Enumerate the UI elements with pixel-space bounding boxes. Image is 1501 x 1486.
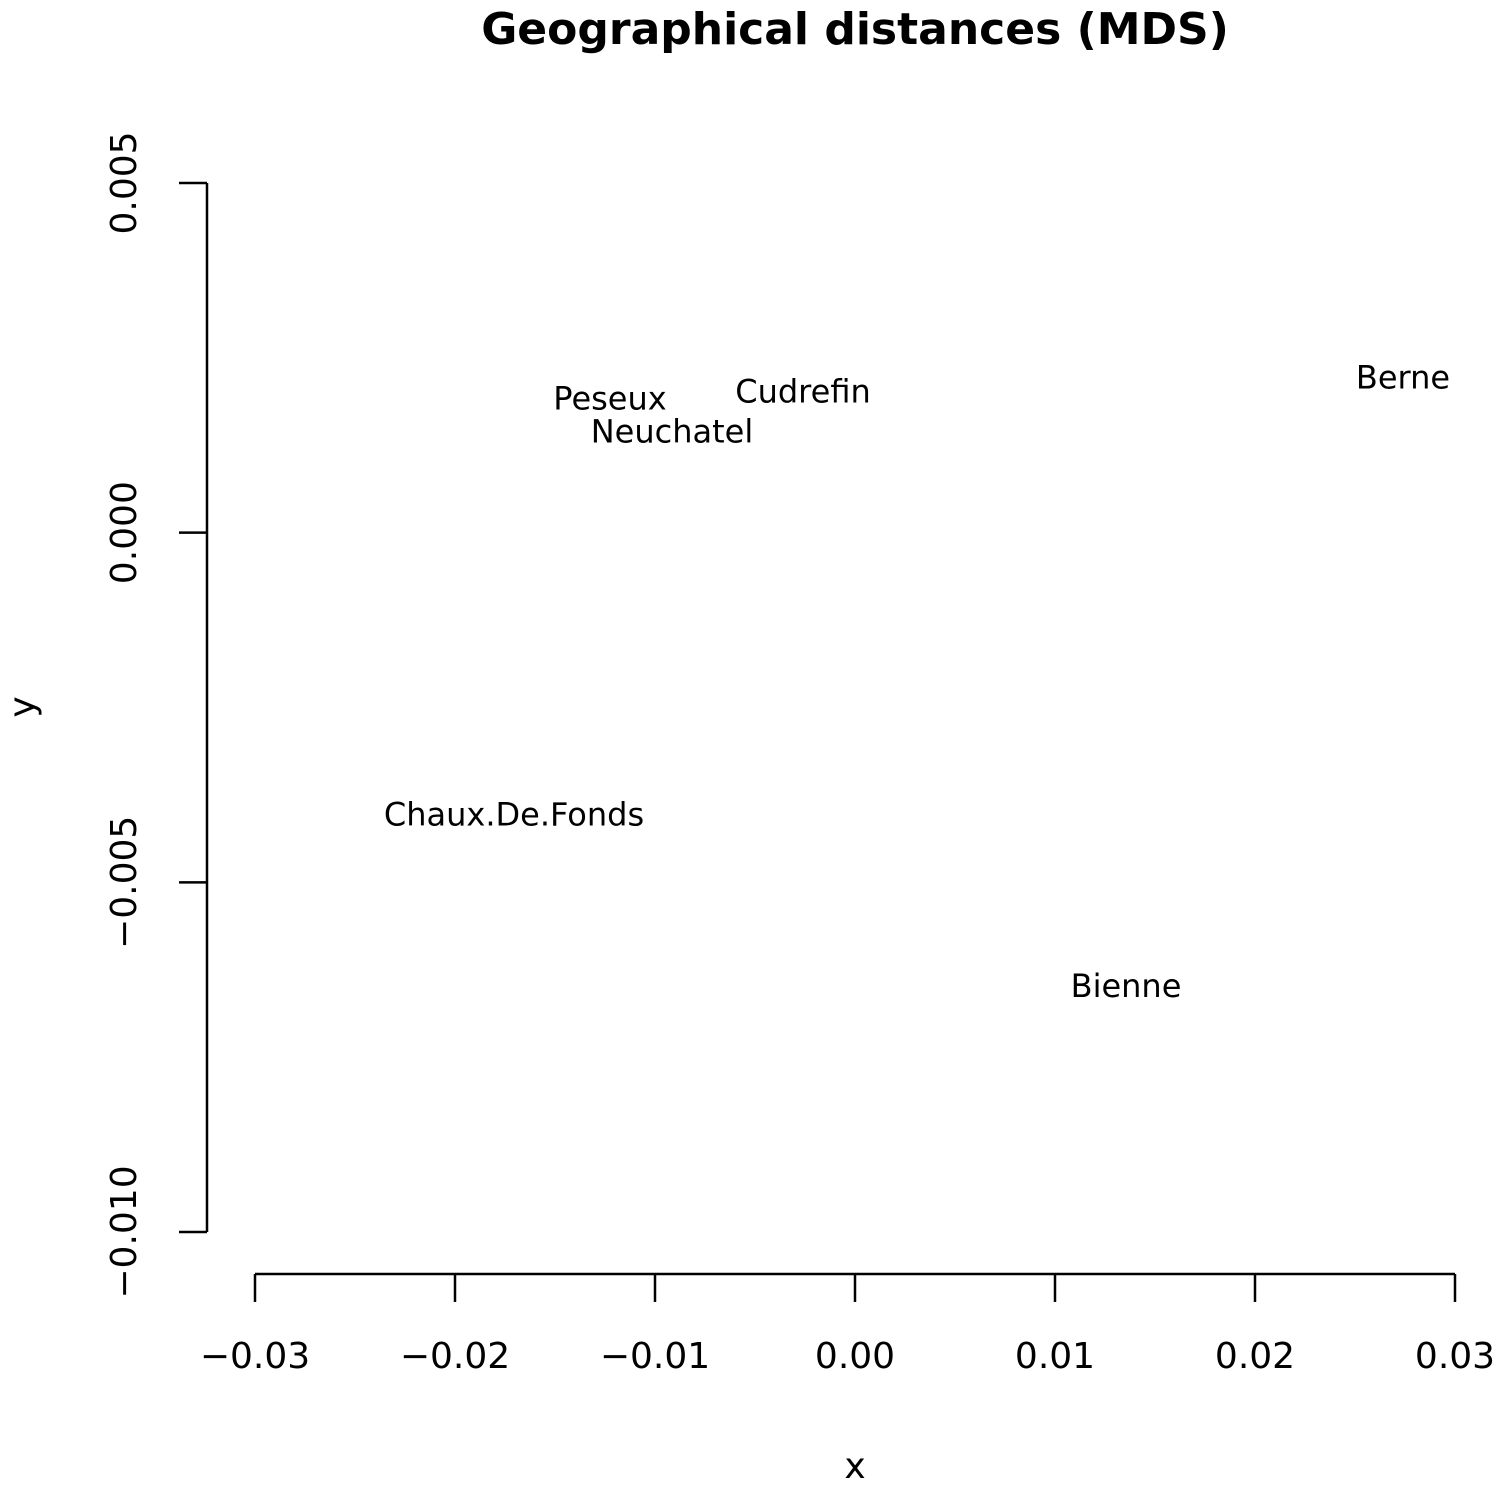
y-axis-label: y xyxy=(2,696,43,717)
point-label: Neuchatel xyxy=(591,412,754,450)
x-tick-label: 0.01 xyxy=(1015,1336,1095,1377)
point-label: Chaux.De.Fonds xyxy=(384,796,644,834)
point-label: Peseux xyxy=(553,379,666,417)
x-tick-label: 0.00 xyxy=(815,1336,895,1377)
x-tick-label: 0.02 xyxy=(1215,1336,1295,1377)
y-tick-label: −0.010 xyxy=(104,1165,145,1298)
point-label: Berne xyxy=(1356,359,1450,397)
point-label: Cudrefin xyxy=(735,372,871,410)
y-tick-label: 0.005 xyxy=(104,131,145,234)
y-tick-label: 0.000 xyxy=(104,481,145,584)
x-tick-label: −0.01 xyxy=(600,1336,710,1377)
y-tick-label: −0.005 xyxy=(104,816,145,949)
x-tick-label: −0.02 xyxy=(400,1336,510,1377)
point-label: Bienne xyxy=(1071,967,1182,1005)
x-axis-label: x xyxy=(844,1446,865,1486)
x-tick-label: 0.03 xyxy=(1415,1336,1495,1377)
chart-title: Geographical distances (MDS) xyxy=(481,4,1229,55)
x-tick-label: −0.03 xyxy=(200,1336,310,1377)
